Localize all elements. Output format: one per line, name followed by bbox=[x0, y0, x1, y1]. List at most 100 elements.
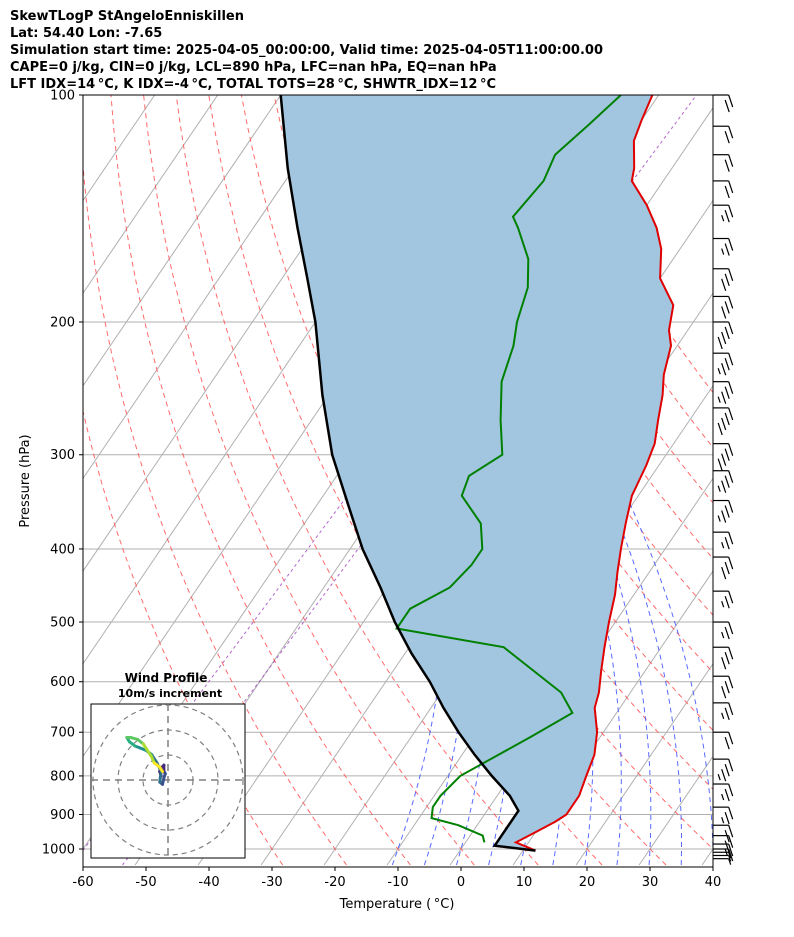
y-tick-label: 800 bbox=[50, 769, 75, 784]
isotherm-line bbox=[638, 755, 713, 866]
barb-stroke bbox=[724, 830, 730, 843]
barb-stroke bbox=[724, 840, 730, 853]
barb-stroke bbox=[728, 180, 734, 194]
x-tick-label: 10 bbox=[516, 875, 533, 890]
wind-barb bbox=[713, 858, 732, 865]
barb-stroke bbox=[724, 652, 730, 665]
barb-stroke bbox=[728, 296, 734, 309]
wind-barb bbox=[713, 204, 734, 223]
barb-stroke bbox=[721, 686, 727, 699]
barb-stroke bbox=[724, 681, 730, 694]
barb-stroke bbox=[728, 590, 734, 604]
x-tick-label: -40 bbox=[198, 875, 219, 890]
wind-barb bbox=[713, 783, 734, 802]
barb-stroke bbox=[721, 816, 725, 824]
wind-barb bbox=[713, 848, 734, 862]
wind-barb bbox=[713, 268, 734, 291]
barb-stroke bbox=[721, 362, 727, 376]
barb-stroke bbox=[721, 453, 727, 466]
dry-adiabat bbox=[175, 95, 539, 866]
hodograph-plot bbox=[91, 704, 245, 858]
barb-stroke bbox=[728, 352, 734, 366]
x-tick-label: 30 bbox=[642, 875, 659, 890]
barb-stroke bbox=[728, 835, 734, 848]
barb-stroke bbox=[728, 443, 734, 456]
barb-stroke bbox=[724, 848, 728, 856]
barb-stroke bbox=[721, 600, 725, 608]
x-tick-label: 0 bbox=[457, 875, 465, 890]
barb-stroke bbox=[721, 793, 725, 801]
dry-adiabat bbox=[83, 409, 284, 866]
isotherm-line bbox=[83, 95, 345, 480]
wind-barb bbox=[713, 94, 734, 113]
x-tick-label: -60 bbox=[72, 875, 93, 890]
barb-stroke bbox=[728, 647, 734, 660]
barb-stroke bbox=[724, 448, 730, 461]
barb-stroke bbox=[728, 676, 734, 689]
barb-stroke bbox=[728, 94, 734, 108]
barb-stroke bbox=[728, 381, 734, 394]
barb-stroke bbox=[724, 326, 730, 340]
y-tick-label: 1000 bbox=[42, 843, 75, 858]
barb-stroke bbox=[721, 248, 725, 255]
barb-stroke bbox=[728, 806, 734, 820]
barb-stroke bbox=[721, 214, 725, 222]
barb-stroke bbox=[721, 657, 727, 670]
barb-stroke bbox=[728, 500, 734, 513]
wind-barbs bbox=[713, 94, 734, 865]
station-coordinates: Lat: 54.40 Lon: -7.65 bbox=[10, 26, 163, 41]
dry-adiabat bbox=[110, 95, 411, 866]
barb-stroke bbox=[724, 811, 730, 825]
wind-barb bbox=[713, 556, 734, 580]
isotherm-line bbox=[83, 95, 219, 295]
dry-adiabat bbox=[83, 160, 347, 866]
barb-stroke bbox=[724, 386, 730, 399]
barb-stroke bbox=[724, 595, 730, 609]
y-axis-label: Pressure (hPa) bbox=[18, 434, 33, 527]
wind-barb bbox=[713, 407, 734, 436]
barb-stroke bbox=[724, 209, 730, 223]
barb-stroke bbox=[728, 855, 732, 862]
y-tick-label: 700 bbox=[50, 726, 75, 741]
wind-barb bbox=[713, 237, 734, 256]
wind-barb bbox=[713, 499, 734, 523]
wind-barb bbox=[713, 806, 734, 825]
moist-adiabat bbox=[337, 95, 652, 866]
barb-stroke bbox=[728, 470, 734, 483]
barb-stroke bbox=[724, 788, 730, 802]
barb-stroke bbox=[728, 407, 734, 421]
y-tick-label: 600 bbox=[50, 675, 75, 690]
dry-adiabat bbox=[143, 95, 475, 866]
x-axis-label: Temperature ( °C) bbox=[339, 897, 455, 912]
y-tick-label: 100 bbox=[50, 89, 75, 104]
barb-stroke bbox=[724, 475, 730, 488]
barb-stroke bbox=[728, 621, 734, 635]
wind-barb bbox=[713, 125, 734, 144]
wind-barb bbox=[713, 824, 734, 843]
barb-stroke bbox=[717, 396, 721, 403]
barb-stroke bbox=[728, 268, 734, 281]
barb-stroke bbox=[728, 556, 734, 570]
wind-barb bbox=[713, 675, 734, 699]
barb-stroke bbox=[721, 417, 727, 431]
barb-stroke bbox=[721, 768, 727, 782]
barb-stroke bbox=[721, 712, 725, 720]
isotherm-line bbox=[701, 848, 713, 866]
barb-stroke bbox=[717, 458, 723, 471]
dewpoint-line bbox=[395, 95, 622, 843]
barb-stroke bbox=[717, 422, 723, 436]
barb-stroke bbox=[717, 515, 721, 522]
wind-barb bbox=[713, 154, 734, 172]
x-tick-label: -10 bbox=[387, 875, 408, 890]
wind-barb bbox=[713, 321, 734, 350]
barb-stroke bbox=[728, 204, 734, 218]
plot-axes: -60 -50 -40 -30 -20 -10 0 10 20 30 40 100 200 300 400 5… bbox=[42, 89, 721, 891]
wind-profile-inset: Wind Profile 10m/s increment bbox=[90, 671, 246, 859]
inset-subtitle: 10m/s increment bbox=[118, 687, 222, 700]
wind-barb bbox=[713, 621, 734, 640]
barb-stroke bbox=[724, 763, 730, 777]
wind-barb bbox=[713, 531, 734, 550]
barb-stroke bbox=[721, 391, 727, 404]
barb-stroke bbox=[728, 825, 734, 838]
barb-stroke bbox=[724, 737, 730, 750]
